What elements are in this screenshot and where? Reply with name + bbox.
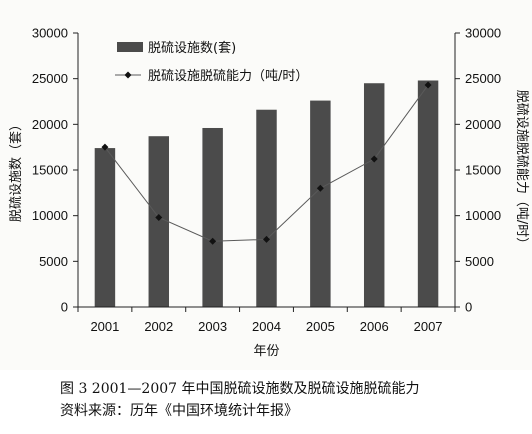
x-tick-label: 2005 [306,319,335,334]
legend-label-bar: 脱硫设施数(套) [148,40,236,56]
x-tick-label: 2001 [90,319,119,334]
legend-label-line: 脱硫设施脱硫能力（吨/时） [148,69,308,84]
bar-2003 [202,127,223,307]
bar-2004 [256,109,277,307]
caption-title: 图 3 2001—2007 年中国脱硫设施数及脱硫设施脱硫能力 [60,381,420,397]
y-tick-label-left: 15000 [32,163,68,178]
y-tick-label-right: 10000 [465,208,501,223]
y-tick-label-right: 5000 [465,254,494,269]
y-tick-label-right: 0 [465,300,472,315]
y-axis-title-right: 脱硫设施脱硫能力（吨/时） [514,90,529,250]
line-point-2002 [155,213,163,221]
x-tick-label: 2007 [414,319,443,334]
chart-svg: 0 5000 10000 15000 20000 25000 30000 0 5000 10000… [8,26,529,360]
y-tick-label-left: 5000 [39,254,68,269]
y-tick-label-left: 30000 [32,26,68,41]
figure-caption: 图 3 2001—2007 年中国脱硫设施数及脱硫设施脱硫能力 资料来源：历年《… [60,378,530,422]
line-point-2001 [101,143,109,151]
x-tick-label: 2002 [144,319,173,334]
line-point-2005 [316,184,324,192]
x-tick-label: 2006 [360,319,389,334]
y-axis-title-left: 脱硫设施数（套） [8,118,24,222]
legend-swatch-bar [117,42,143,52]
line-point-2007 [424,81,432,89]
y-tick-label-left: 20000 [32,117,68,132]
bar-2002 [148,136,170,307]
y-tick-label-right: 25000 [465,71,501,86]
bar-2001 [94,148,116,307]
x-tick-label: 2003 [198,319,227,334]
y-tick-label-left: 0 [61,300,68,315]
bar-2007 [417,80,439,307]
x-axis-title: 年份 [253,344,279,359]
bar-2006 [363,83,385,307]
y-tick-label-right: 15000 [465,163,501,178]
y-tick-label-left: 25000 [32,71,68,86]
bar-2005 [310,100,331,307]
line-point-2003 [209,237,217,245]
y-tick-label-left: 10000 [32,208,68,223]
chart-area: 0 5000 10000 15000 20000 25000 30000 0 5000 10000… [8,25,529,360]
line-point-2006 [370,155,378,163]
line-point-2004 [263,235,270,243]
y-tick-label-right: 30000 [465,26,501,41]
legend-swatch-marker [124,71,132,79]
caption-source: 资料来源：历年《中国环境统计年报》 [60,403,298,419]
x-tick-label: 2004 [252,319,281,334]
y-tick-label-right: 20000 [465,117,501,132]
